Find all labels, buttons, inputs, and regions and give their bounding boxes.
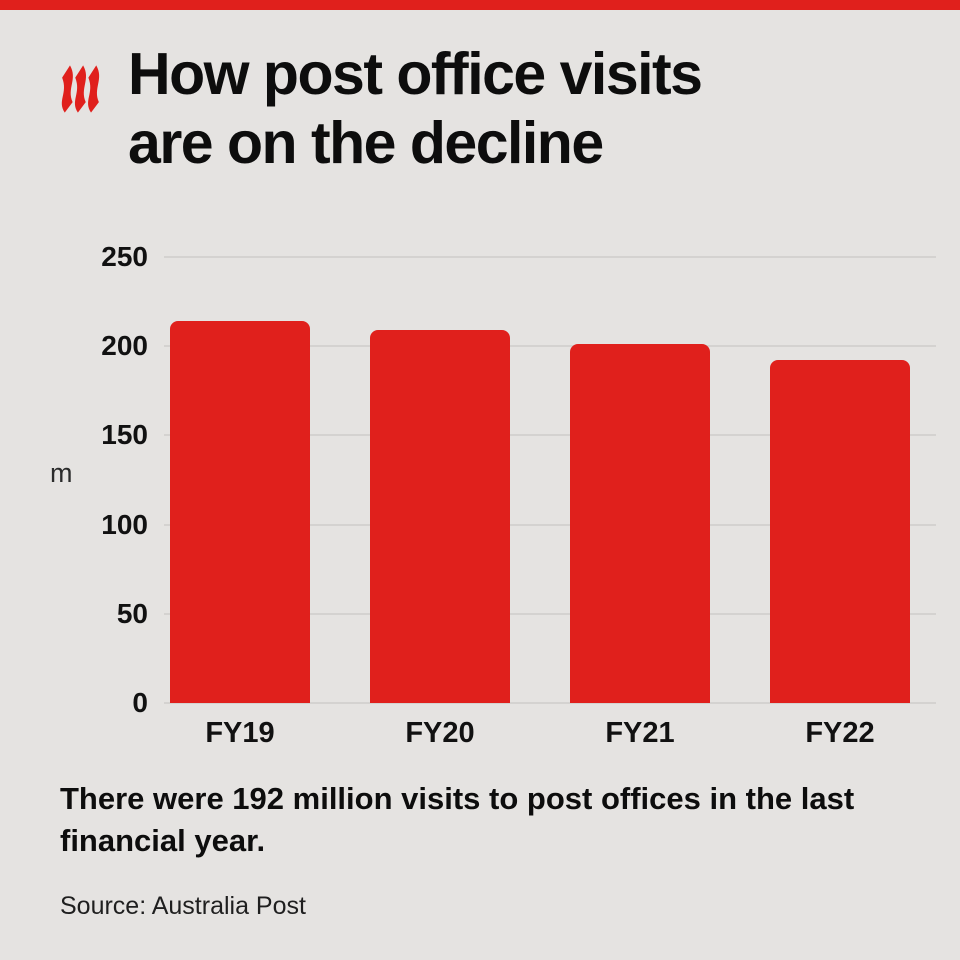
chart-title: How post office visits are on the decline (128, 40, 703, 178)
x-tick-label-fy20: FY20 (405, 717, 475, 749)
chart-title-line1: How post office visits (128, 41, 703, 107)
y-tick-label: 200 (101, 330, 148, 362)
y-tick-label: 50 (116, 597, 148, 629)
bar-fy21 (570, 344, 710, 703)
y-axis-tick-labels: 0 50 100 150 200 250 (0, 241, 148, 718)
source-attribution: Source: Australia Post (60, 892, 306, 920)
y-tick-label: 150 (101, 419, 148, 451)
sbs-flames-logo-icon (56, 60, 112, 118)
x-axis-tick-labels: FY19 FY20 FY21 FY22 (170, 717, 910, 753)
y-tick-label: 0 (132, 687, 148, 718)
top-accent-bar (0, 0, 960, 10)
gridline (164, 345, 936, 348)
chart-title-line2: are on the decline (128, 110, 604, 176)
y-tick-label: 100 (101, 508, 148, 540)
x-tick-label-fy22: FY22 (805, 717, 875, 749)
y-tick-label: 250 (101, 241, 148, 272)
plot-area (164, 256, 936, 704)
x-tick-label-fy19: FY19 (205, 717, 275, 749)
x-tick-label-fy21: FY21 (605, 717, 675, 749)
chart-caption: There were 192 million visits to post of… (60, 781, 855, 858)
bar-fy22 (770, 360, 910, 703)
gridline (164, 702, 936, 704)
gridline (164, 256, 936, 258)
bar-fy19 (170, 321, 310, 703)
bar-fy20 (370, 330, 510, 703)
y-axis-unit-label: m (50, 458, 73, 488)
gridline (164, 612, 936, 615)
gridline (164, 434, 936, 437)
gridline (164, 523, 936, 526)
